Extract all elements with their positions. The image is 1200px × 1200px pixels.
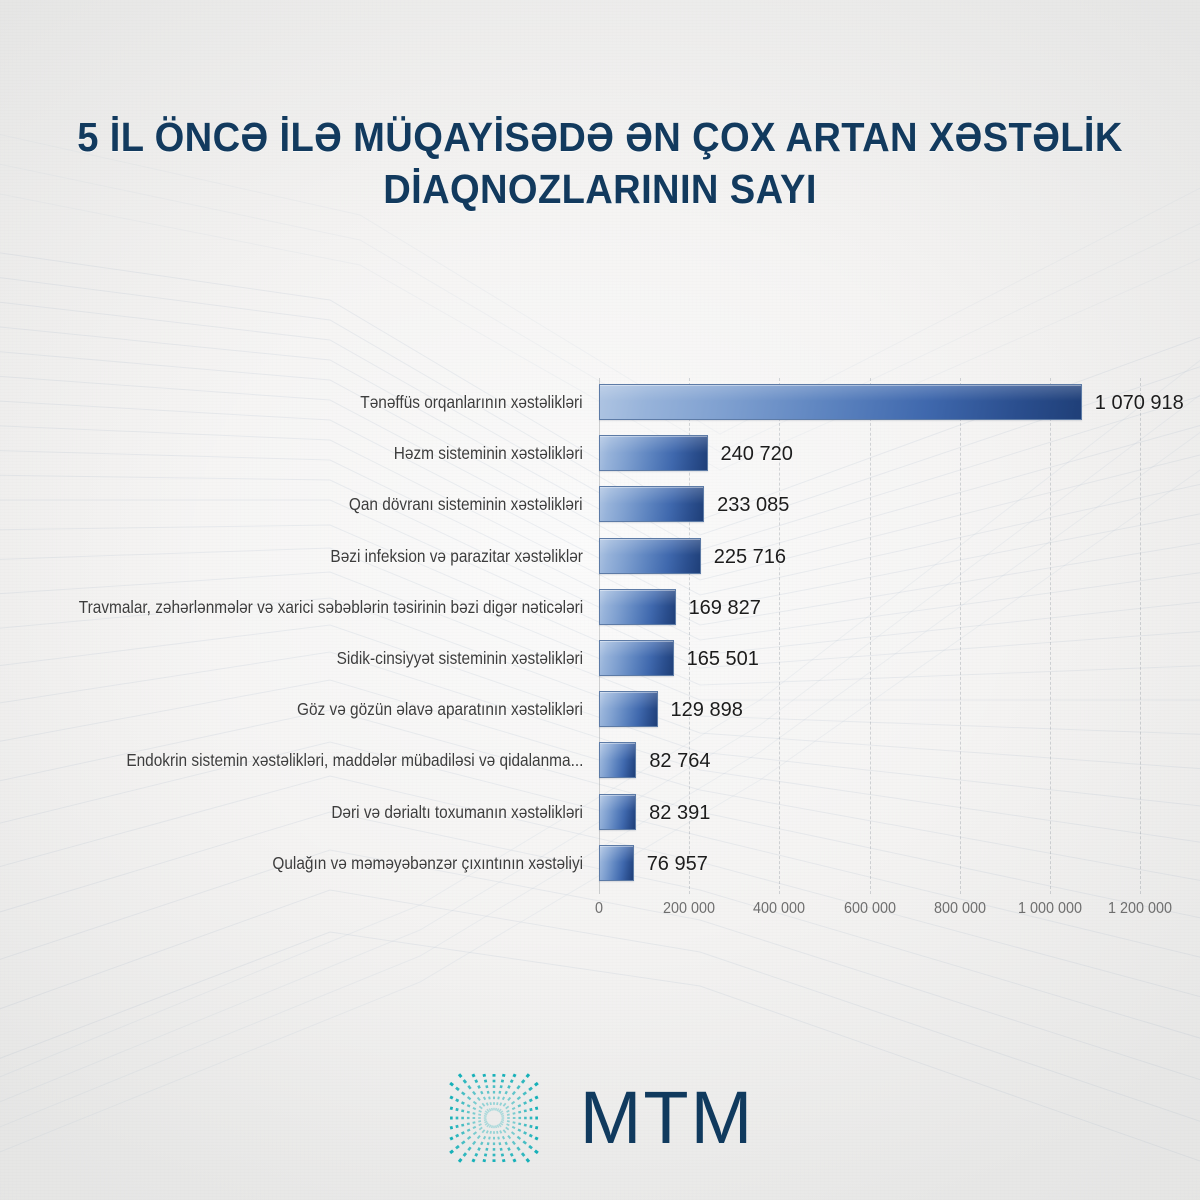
category-label: Sidik-cinsiyyət sisteminin xəstəlikləri: [336, 648, 583, 668]
bar-row: Qulağın və məməyəbənzər çıxıntının xəstə…: [272, 844, 1140, 881]
value-label: 76 957: [646, 852, 708, 875]
category-label: Həzm sisteminin xəstəlikləri: [393, 443, 583, 464]
bar-row: Həzm sisteminin xəstəlikləri 240 720: [394, 435, 1140, 472]
value-label: 169 827: [688, 596, 761, 619]
category-label: Bəzi infeksion və parazitar xəstəliklər: [330, 545, 583, 566]
category-label: Dəri və dərialtı toxumanın xəstəlikləri: [331, 801, 583, 822]
bar-row: Bəzi infeksion və parazitar xəstəliklər 2…: [330, 537, 1140, 574]
mtm-radial-burst-icon: [448, 1073, 539, 1163]
bar[interactable]: 169 827: [599, 588, 761, 625]
gridline-1200000: [1140, 378, 1141, 894]
bar[interactable]: 129 898: [599, 691, 743, 728]
bar[interactable]: 240 720: [599, 435, 793, 472]
value-label: 82 764: [649, 750, 711, 773]
bar[interactable]: 225 716: [599, 537, 786, 574]
value-label: 225 716: [713, 545, 787, 568]
bar-row: Dəri və dərialtı toxumanın xəstəlikləri 8…: [331, 793, 1140, 830]
logo-wordmark: MTM: [579, 1076, 755, 1159]
bar-rows: Tənəffüs orqanlarının xəstəlikləri 1 070 …: [79, 378, 1184, 894]
poster-title-line1: 5 İL ÖNCƏ İLƏ MÜQAYİSƏDƏ ƏN ÇOX ARTAN XƏ…: [77, 114, 1123, 160]
x-tick-label: 1 000 000: [1017, 900, 1082, 917]
category-label: Endokrin sistemin xəstəlikləri, maddələr…: [125, 750, 583, 771]
bar[interactable]: 165 501: [599, 640, 759, 676]
brand-logo: MTM: [0, 1070, 1200, 1166]
x-tick-label: 800 000: [933, 900, 986, 917]
x-axis: 0 200 000 400 000 600 000 800 000 1 000 000 1 …: [595, 900, 1172, 930]
value-label: 233 085: [717, 494, 790, 517]
bar-row: Tənəffüs orqanlarının xəstəlikləri 1 070 …: [361, 384, 1184, 420]
x-tick-label: 600 000: [843, 900, 896, 917]
x-tick-label: 200 000: [663, 900, 716, 917]
bar-row: Sidik-cinsiyyət sisteminin xəstəlikləri 1…: [337, 640, 1140, 676]
poster-title: 5 İL ÖNCƏ İLƏ MÜQAYİSƏDƏ ƏN ÇOX ARTAN XƏ…: [42, 112, 1158, 215]
bar-chart: Tənəffüs orqanlarının xəstəlikləri 1 070 …: [0, 370, 1200, 935]
value-label: 165 501: [686, 648, 759, 670]
x-tick-label: 400 000: [753, 900, 806, 917]
bar[interactable]: 82 391: [599, 793, 710, 830]
bar-row: Endokrin sistemin xəstəlikləri, maddələr…: [126, 742, 1140, 779]
value-label: 129 898: [670, 699, 743, 722]
x-tick-label: 1 200 000: [1107, 900, 1173, 917]
bar[interactable]: 82 764: [599, 742, 710, 779]
category-label: Qulağın və məməyəbənzər çıxıntının xəstə…: [272, 852, 583, 873]
category-label: Qan dövranı sisteminin xəstəlikləri: [349, 494, 583, 515]
bar-row: Qan dövranı sisteminin xəstəlikləri 233 0…: [349, 486, 1140, 523]
x-tick-label: 0: [594, 900, 604, 917]
category-label: Göz və gözün əlavə aparatının xəstəliklə…: [297, 699, 583, 720]
bar-row: Travmalar, zəhərlənmələr və xarici səbəb…: [79, 588, 1140, 625]
value-label: 1 070 918: [1094, 392, 1184, 414]
category-label: Travmalar, zəhərlənmələr və xarici səbəb…: [78, 596, 583, 617]
bar-row: Göz və gözün əlavə aparatının xəstəliklə…: [297, 691, 1140, 728]
value-label: 240 720: [720, 443, 793, 466]
poster-title-line2: DİAQNOZLARININ SAYI: [383, 165, 817, 212]
bar[interactable]: 76 957: [599, 844, 708, 881]
category-label: Tənəffüs orqanlarının xəstəlikləri: [360, 392, 583, 412]
plot-area: Tənəffüs orqanlarının xəstəlikləri 1 070 …: [79, 378, 1184, 894]
bar[interactable]: 1 070 918: [599, 384, 1184, 420]
value-label: 82 391: [649, 801, 711, 824]
bar[interactable]: 233 085: [599, 486, 789, 523]
